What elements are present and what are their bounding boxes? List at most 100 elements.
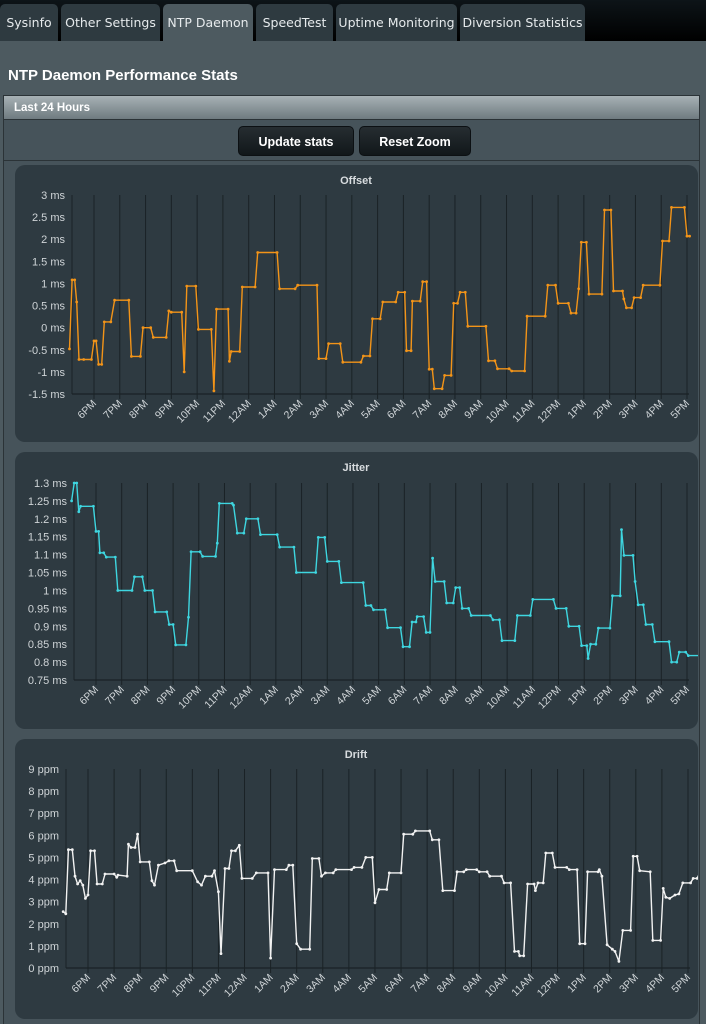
drift-data-point [600, 874, 604, 878]
jitter-data-point [399, 626, 402, 630]
drift-data-point [586, 870, 589, 874]
y-tick-label: 1.3 ms [34, 478, 68, 490]
x-tick-label: 9PM [148, 972, 172, 996]
x-tick-label: 10PM [176, 684, 204, 712]
drift-data-point [133, 846, 137, 849]
offset-chart-panel: Offset 6PM 7PM 8PM 9PM 10PM 11PM 12AM 1AM 2AM 3AM 4… [15, 165, 698, 442]
drift-data-point [147, 860, 151, 864]
x-tick-label: 6AM [382, 972, 406, 996]
drift-data-point [273, 868, 276, 871]
drift-data-point [163, 861, 167, 865]
jitter-data-point [97, 530, 100, 533]
offset-data-point [109, 320, 113, 324]
offset-data-point [82, 358, 86, 361]
x-tick-label: 4AM [333, 398, 357, 422]
tab-other-settings[interactable]: Other Settings [61, 4, 160, 41]
x-tick-label: 3PM [617, 398, 641, 422]
x-tick-label: 8PM [129, 684, 153, 708]
tab-diversion-statistics[interactable]: Diversion Statistics [460, 4, 585, 41]
y-tick-label: 1 ms [43, 585, 67, 597]
offset-data-point [185, 284, 189, 288]
drift-data-point [373, 901, 377, 905]
drift-data-point [532, 882, 536, 886]
x-tick-label: 2AM [278, 972, 302, 996]
jitter-data-point [143, 589, 147, 592]
drift-data-point [67, 848, 70, 852]
drift-data-point [553, 866, 557, 869]
jitter-data-point [433, 580, 437, 583]
offset-data-point [456, 301, 459, 305]
jitter-data-point [292, 545, 296, 549]
reset-zoom-button[interactable]: Reset Zoom [359, 126, 471, 156]
jitter-data-point [577, 624, 581, 628]
drift-data-point [95, 882, 99, 886]
drift-data-point [475, 868, 479, 871]
x-tick-label: 1PM [565, 398, 589, 422]
jitter-data-point [431, 556, 434, 560]
drift-data-point [310, 857, 314, 860]
offset-data-point [554, 283, 557, 287]
x-tick-label: 12AM [222, 972, 250, 1000]
update-stats-button[interactable]: Update stats [238, 126, 354, 156]
tab-speedtest[interactable]: SpeedTest [256, 4, 333, 41]
offset-data-point [487, 359, 490, 363]
drift-data-point [399, 871, 403, 875]
offset-data-point [73, 278, 77, 282]
y-tick-label: -1.5 ms [28, 389, 65, 401]
x-tick-label: 8AM [436, 398, 460, 422]
offset-data-point [127, 298, 131, 302]
drift-data-point [103, 872, 107, 876]
offset-data-point [466, 324, 470, 328]
x-tick-label: 7PM [95, 972, 119, 996]
jitter-data-point [340, 581, 343, 584]
offset-data-point [275, 251, 279, 254]
drift-data-point [129, 846, 133, 849]
x-tick-label: 7AM [411, 398, 435, 422]
offset-data-point [449, 374, 453, 377]
offset-data-point [278, 287, 281, 291]
drift-data-point [331, 871, 335, 875]
offset-data-point [77, 358, 81, 361]
offset-data-point [324, 357, 328, 360]
jitter-data-point [79, 504, 82, 508]
y-tick-label: 0.95 ms [28, 603, 68, 615]
offset-data-point [670, 206, 673, 209]
jitter-data-point [414, 620, 418, 624]
x-tick-label: 7AM [411, 684, 435, 708]
offset-series-line [68, 206, 690, 392]
drift-data-point [370, 856, 374, 859]
drift-data-point [402, 832, 406, 836]
offset-data-point [394, 300, 398, 304]
jitter-data-point [214, 555, 217, 558]
offset-data-point [238, 350, 242, 353]
jitter-data-point [369, 604, 373, 607]
jitter-data-point [684, 650, 688, 654]
x-tick-label: 2PM [591, 684, 615, 708]
drift-data-point [64, 912, 68, 916]
x-tick-label: 5AM [360, 684, 384, 708]
drift-data-point [213, 869, 216, 873]
offset-data-point [625, 306, 628, 310]
drift-data-point [284, 868, 288, 871]
drift-series-line [62, 830, 701, 963]
offset-data-point [579, 240, 583, 244]
jitter-data-point [383, 608, 387, 612]
drift-data-point [76, 882, 79, 886]
y-tick-label: 0.5 ms [32, 301, 66, 313]
jitter-data-point [442, 580, 446, 583]
tab-sysinfo[interactable]: Sysinfo [0, 4, 58, 41]
drift-data-point [541, 881, 545, 885]
tab-uptime-monitoring[interactable]: Uptime Monitoring [336, 4, 457, 41]
drift-data-point [500, 874, 503, 878]
drift-data-point [462, 870, 466, 874]
tab-ntp-daemon[interactable]: NTP Daemon [163, 4, 253, 41]
x-tick-label: 5PM [668, 684, 692, 708]
drift-data-point [502, 881, 506, 885]
x-tick-label: 8AM [435, 972, 459, 996]
offset-data-point [209, 328, 213, 331]
jitter-data-point [516, 614, 519, 617]
jitter-data-point [235, 531, 239, 535]
